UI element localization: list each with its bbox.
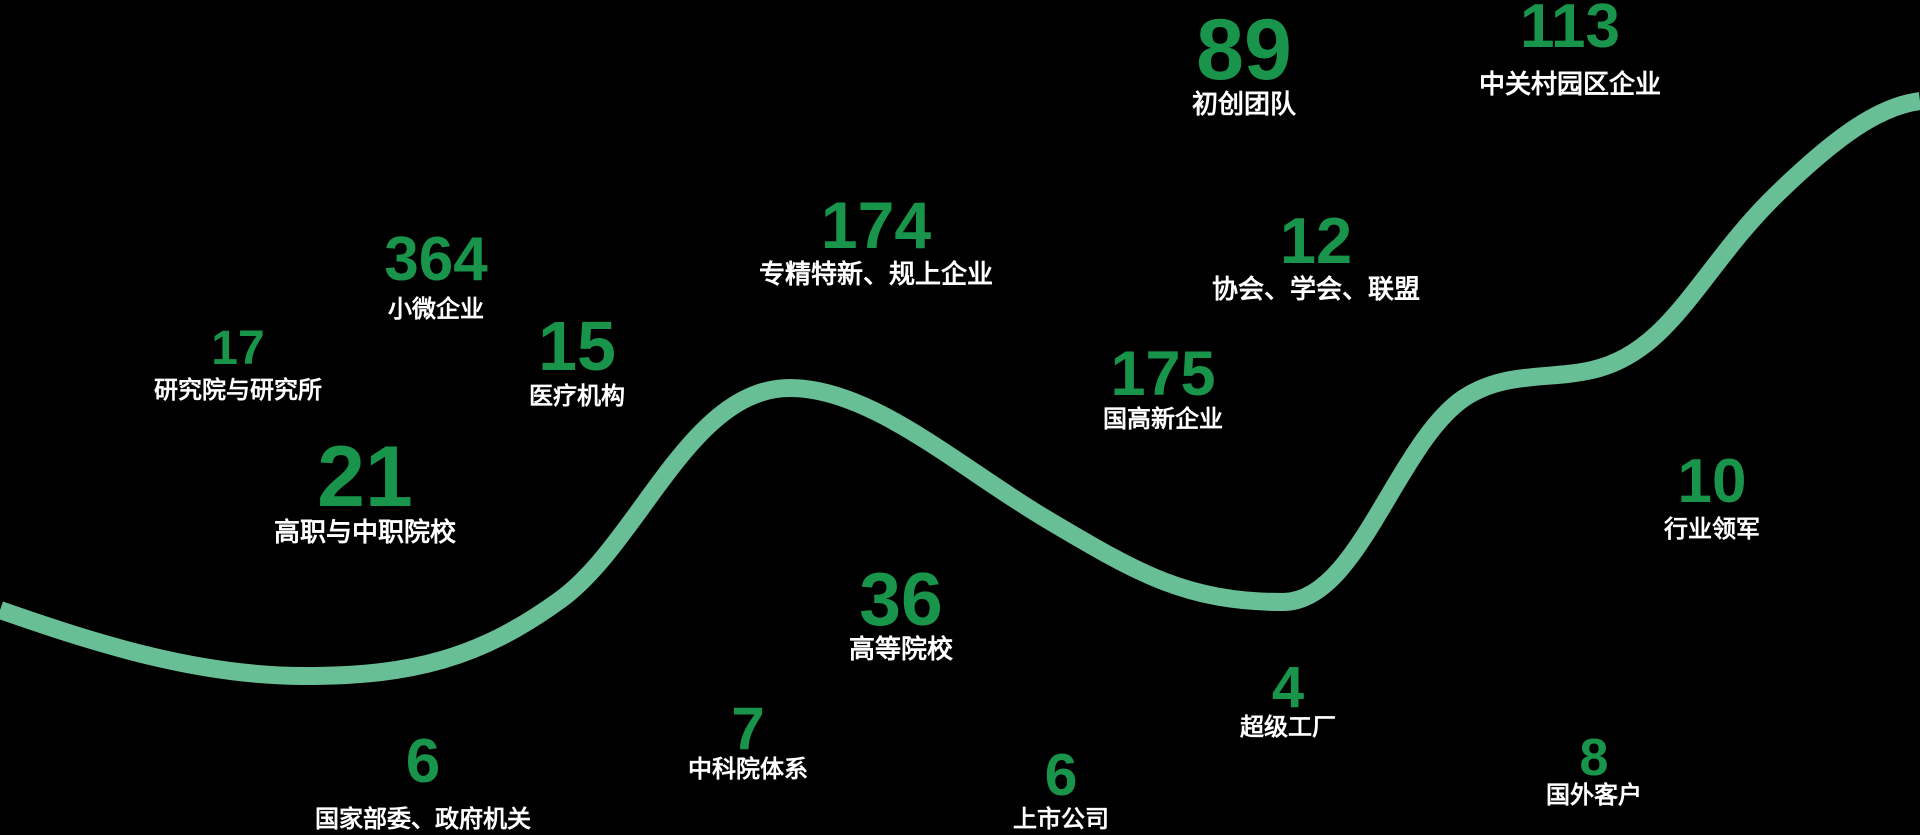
stat-value: 10 bbox=[1677, 447, 1747, 516]
stat-label: 高职与中职院校 bbox=[273, 517, 457, 547]
stat-label: 协会、学会、联盟 bbox=[1211, 274, 1421, 304]
stat-item: 36 高等院校 bbox=[849, 562, 953, 664]
stat-label: 国家部委、政府机关 bbox=[315, 806, 531, 833]
stat-label: 专精特新、规上企业 bbox=[758, 259, 994, 289]
stat-value: 364 bbox=[384, 225, 488, 294]
stat-value: 4 bbox=[1271, 655, 1305, 720]
stat-label: 中科院体系 bbox=[688, 756, 808, 783]
stat-label: 初创团队 bbox=[1191, 89, 1297, 119]
stat-value: 175 bbox=[1110, 339, 1216, 409]
stat-label: 中关村园区企业 bbox=[1478, 69, 1662, 99]
stat-item: 17 研究院与研究所 bbox=[154, 325, 322, 404]
stat-item: 8 国外客户 bbox=[1546, 732, 1642, 809]
stat-label: 国外客户 bbox=[1546, 782, 1642, 809]
stat-item: 89 初创团队 bbox=[1192, 7, 1296, 119]
stat-label: 高等院校 bbox=[848, 634, 954, 664]
stat-label: 行业领军 bbox=[1664, 516, 1760, 543]
stat-item: 6 上市公司 bbox=[1013, 746, 1109, 833]
curve-path bbox=[0, 92, 1920, 686]
stat-item: 6 国家部委、政府机关 bbox=[315, 731, 531, 833]
stat-value: 89 bbox=[1196, 2, 1292, 98]
stat-item: 174 专精特新、规上企业 bbox=[759, 192, 993, 289]
stat-item: 113 中关村园区企业 bbox=[1479, 0, 1661, 99]
stat-label: 医疗机构 bbox=[529, 383, 625, 410]
stat-value: 8 bbox=[1579, 729, 1609, 787]
stat-label: 研究院与研究所 bbox=[154, 377, 322, 404]
stat-value: 174 bbox=[820, 188, 932, 262]
stat-item: 12 协会、学会、联盟 bbox=[1212, 208, 1420, 304]
stat-item: 15 医疗机构 bbox=[529, 311, 625, 410]
stat-item: 7 中科院体系 bbox=[688, 699, 808, 783]
stat-item: 175 国高新企业 bbox=[1103, 343, 1223, 433]
stat-item: 10 行业领军 bbox=[1664, 451, 1760, 543]
stat-value: 7 bbox=[731, 695, 765, 762]
stat-item: 364 小微企业 bbox=[384, 229, 487, 323]
stat-label: 上市公司 bbox=[1013, 806, 1109, 833]
stat-item: 4 超级工厂 bbox=[1240, 659, 1336, 741]
stat-value: 21 bbox=[317, 429, 413, 525]
stat-value: 6 bbox=[405, 727, 441, 796]
stat-label: 超级工厂 bbox=[1240, 714, 1336, 741]
stat-item: 21 高职与中职院校 bbox=[274, 434, 456, 547]
stat-label: 小微企业 bbox=[387, 296, 484, 323]
stat-value: 113 bbox=[1519, 0, 1621, 61]
stat-label: 国高新企业 bbox=[1103, 406, 1223, 433]
stat-value: 15 bbox=[538, 307, 616, 385]
stat-value: 12 bbox=[1279, 204, 1353, 277]
stat-value: 17 bbox=[211, 322, 265, 375]
stat-value: 36 bbox=[859, 557, 943, 641]
stat-value: 6 bbox=[1044, 742, 1078, 808]
